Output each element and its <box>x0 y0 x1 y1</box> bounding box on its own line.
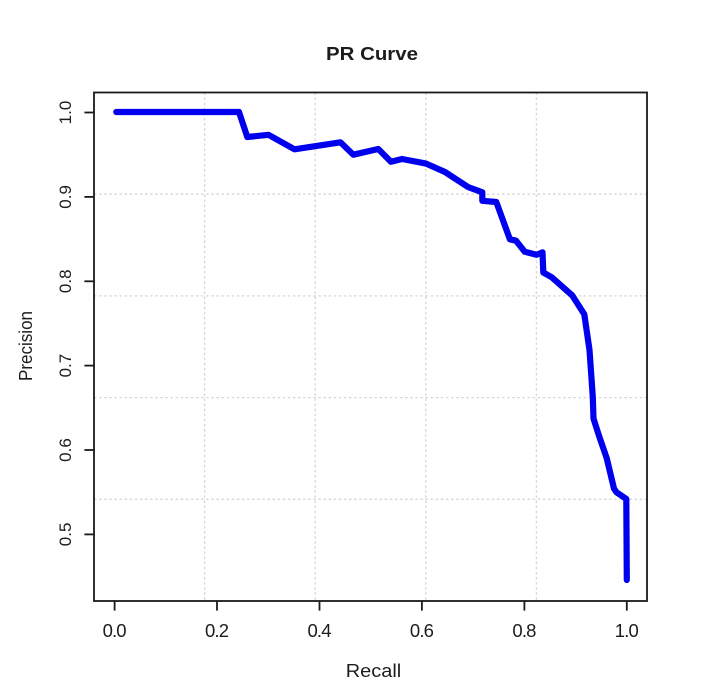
svg-text:Precision: Precision <box>16 311 36 381</box>
svg-text:Recall: Recall <box>346 661 402 681</box>
svg-text:1.0: 1.0 <box>615 620 639 641</box>
svg-text:0.7: 0.7 <box>56 354 75 378</box>
svg-text:0.4: 0.4 <box>308 620 332 641</box>
svg-text:0.0: 0.0 <box>103 620 127 641</box>
svg-text:0.6: 0.6 <box>410 620 434 641</box>
svg-text:0.6: 0.6 <box>56 438 75 462</box>
svg-text:1.0: 1.0 <box>56 101 75 125</box>
svg-text:PR Curve: PR Curve <box>326 43 418 64</box>
svg-text:0.8: 0.8 <box>56 269 75 293</box>
svg-text:0.9: 0.9 <box>56 185 75 209</box>
svg-text:0.5: 0.5 <box>56 523 75 547</box>
svg-text:0.2: 0.2 <box>205 620 229 641</box>
svg-text:0.8: 0.8 <box>512 620 536 641</box>
